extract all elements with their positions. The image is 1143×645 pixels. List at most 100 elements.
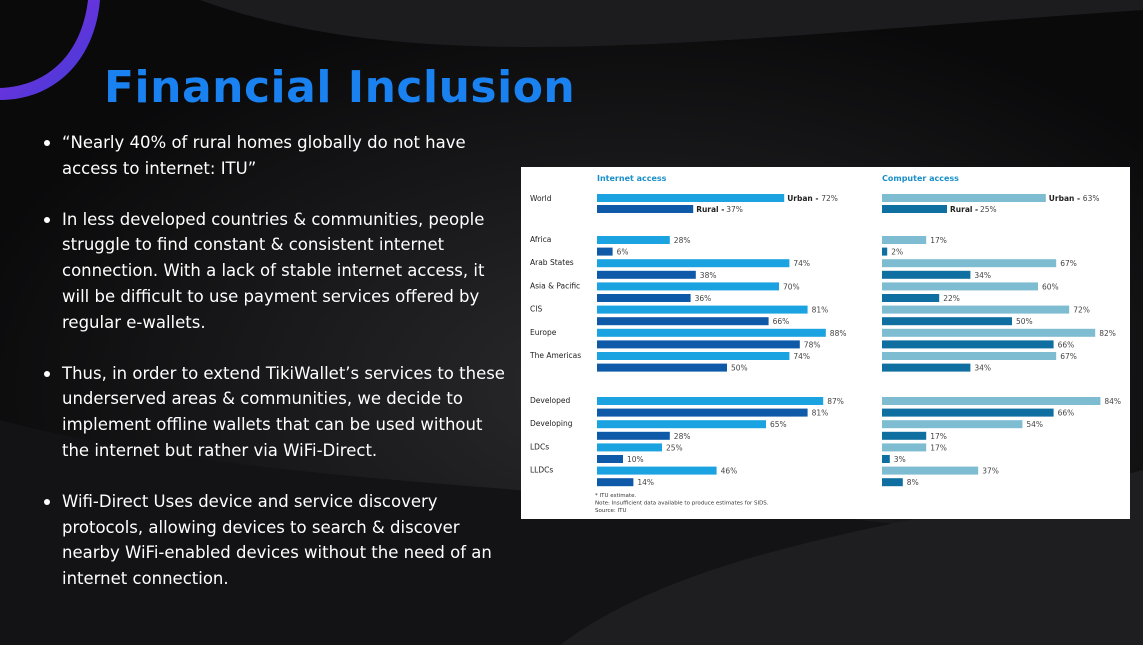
bar-value-region-computer: 67%	[1060, 352, 1077, 361]
bar-label-world-computer-0: Urban -	[1049, 194, 1080, 203]
bar-value-development-computer: 37%	[982, 467, 999, 476]
panel-title-0: Internet access	[597, 174, 667, 183]
bar-value-development-computer: 84%	[1104, 397, 1121, 406]
bar-value-world-computer-0: 63%	[1083, 194, 1100, 203]
bar-development-computer	[882, 455, 890, 463]
bar-value-region-internet: 28%	[674, 236, 691, 245]
bar-value-development-internet: 87%	[827, 397, 844, 406]
bullet-item: Thus, in order to extend TikiWallet’s se…	[40, 361, 508, 464]
bar-value-world-internet-1: 37%	[726, 205, 743, 214]
bullet-dot-icon	[44, 370, 50, 377]
bar-world-internet-0	[597, 194, 785, 202]
access-bar-chart: Internet access Computer access World Urban…	[529, 174, 1121, 514]
bar-value-development-internet: 81%	[812, 409, 829, 418]
bar-value-region-internet: 36%	[695, 294, 712, 303]
bar-value-region-computer: 66%	[1058, 340, 1075, 349]
bullet-item: “Nearly 40% of rural homes globally do n…	[40, 130, 508, 182]
bullet-item: Wifi-Direct Uses device and service disc…	[40, 489, 508, 592]
bar-value-development-internet: 14%	[637, 478, 654, 487]
bullet-dot-icon	[44, 216, 50, 223]
bar-label-world-internet-1: Rural -	[696, 205, 724, 214]
bar-value-region-computer: 2%	[891, 248, 903, 257]
bar-value-development-computer: 17%	[930, 432, 947, 441]
bar-value-development-internet: 10%	[627, 455, 644, 464]
bar-development-internet	[597, 466, 717, 475]
row-label-development: Developed	[530, 396, 570, 405]
row-label-region: Asia & Pacific	[530, 281, 580, 290]
bar-region-computer	[882, 259, 1057, 268]
row-label-world: World	[530, 194, 552, 203]
row-label-region: Europe	[530, 328, 557, 337]
chart-note: Source: ITU	[595, 508, 627, 514]
bar-value-development-internet: 46%	[721, 467, 738, 476]
bar-value-region-internet: 81%	[812, 306, 829, 315]
bar-development-computer	[882, 466, 979, 475]
bar-world-internet-1	[597, 205, 694, 213]
bar-development-computer	[882, 478, 903, 487]
bullet-text: In less developed countries & communitie…	[62, 209, 485, 332]
bar-region-internet	[597, 294, 691, 302]
panel-title-1: Computer access	[882, 174, 959, 183]
bar-region-computer	[882, 270, 971, 279]
bar-development-internet	[597, 455, 623, 463]
bar-region-computer	[882, 305, 1070, 314]
bar-value-world-internet-0: 72%	[821, 194, 838, 203]
bar-region-computer	[882, 328, 1096, 337]
bullet-text: Wifi-Direct Uses device and service disc…	[62, 491, 492, 589]
bar-value-region-computer: 67%	[1060, 259, 1077, 268]
bar-value-region-internet: 38%	[700, 271, 717, 280]
bar-region-internet	[597, 328, 826, 337]
bar-value-development-internet: 25%	[666, 443, 683, 452]
bar-development-internet	[597, 420, 766, 429]
bar-value-region-internet: 66%	[773, 317, 790, 326]
bar-development-computer	[882, 420, 1023, 429]
bar-value-development-computer: 3%	[894, 455, 906, 464]
bar-value-region-computer: 34%	[974, 364, 991, 373]
bar-label-world-internet-0: Urban -	[787, 194, 818, 203]
bar-development-computer	[882, 443, 927, 452]
bar-development-internet	[597, 397, 824, 405]
bar-development-internet	[597, 408, 808, 417]
row-label-region: Africa	[530, 235, 551, 244]
bar-world-computer-1	[882, 205, 947, 213]
bar-region-internet	[597, 352, 790, 360]
page-title: Financial Inclusion	[104, 62, 576, 113]
bar-region-internet	[597, 317, 769, 326]
bar-region-computer	[882, 294, 940, 302]
bullet-dot-icon	[44, 140, 50, 146]
bar-region-computer	[882, 236, 927, 244]
bar-development-internet	[597, 431, 670, 440]
bar-development-computer	[882, 431, 927, 440]
chart-note: Note: Insufficient data available to pro…	[595, 501, 769, 507]
bar-value-development-internet: 28%	[674, 432, 691, 441]
bar-value-region-computer: 82%	[1099, 329, 1116, 338]
bar-value-region-internet: 88%	[830, 329, 847, 338]
bar-value-region-computer: 22%	[943, 294, 960, 303]
bar-region-computer	[882, 363, 971, 372]
bar-value-region-computer: 34%	[974, 271, 991, 280]
bar-region-internet	[597, 236, 670, 244]
bullet-item: In less developed countries & communitie…	[40, 207, 508, 336]
bar-value-region-internet: 74%	[793, 259, 810, 268]
row-label-region: The Americas	[529, 351, 581, 360]
bar-world-computer-0	[882, 194, 1046, 202]
bar-region-internet	[597, 305, 808, 314]
corner-arc-decoration	[0, 0, 110, 110]
bar-value-region-internet: 6%	[617, 248, 629, 257]
chart-panel: Internet access Computer access World Urban…	[521, 167, 1130, 519]
bar-value-development-internet: 65%	[770, 420, 787, 429]
bar-region-computer	[882, 282, 1038, 291]
row-label-development: LLDCs	[530, 466, 553, 475]
row-label-region: CIS	[530, 305, 542, 314]
bar-value-development-computer: 17%	[930, 443, 947, 452]
bar-region-internet	[597, 247, 613, 256]
bar-value-region-internet: 74%	[793, 352, 810, 361]
bar-value-region-internet: 50%	[731, 364, 748, 373]
bar-region-computer	[882, 352, 1057, 360]
bullet-dot-icon	[44, 498, 50, 505]
bar-development-internet	[597, 443, 662, 452]
bar-development-computer	[882, 397, 1101, 405]
bar-value-region-computer: 17%	[930, 236, 947, 245]
bar-value-region-internet: 70%	[783, 282, 800, 291]
bar-region-computer	[882, 317, 1012, 326]
